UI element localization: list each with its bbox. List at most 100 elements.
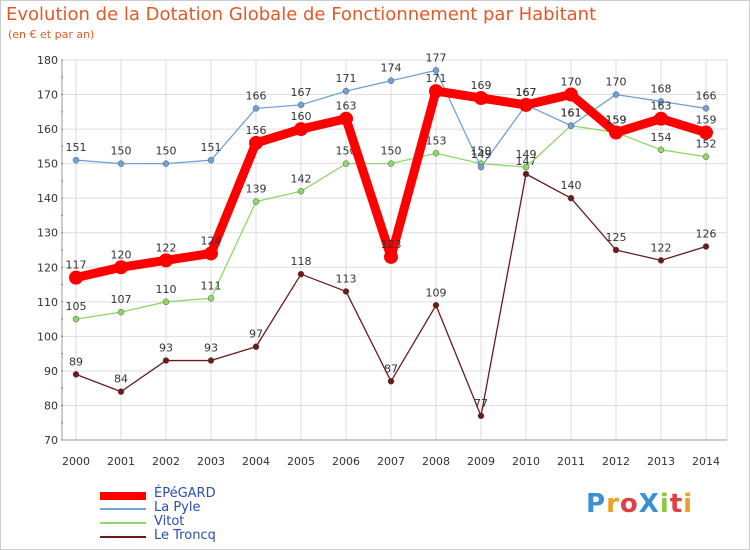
data-point--p-gard <box>609 125 623 140</box>
x-tick-label: 2011 <box>557 455 585 468</box>
data-point-vitot <box>252 198 260 205</box>
data-point-le-troncq <box>612 246 620 254</box>
data-label--p-gard: 171 <box>426 72 447 85</box>
data-label-le-troncq: 97 <box>249 328 263 341</box>
data-label-la-pyle: 177 <box>426 51 447 64</box>
data-label-vitot: 152 <box>696 138 717 151</box>
data-label--p-gard: 159 <box>696 114 717 127</box>
y-tick-label: 90 <box>44 365 58 378</box>
x-tick-label: 2000 <box>62 455 90 468</box>
data-label--p-gard: 167 <box>516 86 537 99</box>
data-label-vitot: 149 <box>516 148 537 161</box>
logo-letter: P <box>586 489 607 519</box>
data-point-le-troncq <box>432 302 440 309</box>
data-point-vitot <box>207 295 215 302</box>
data-label-le-troncq: 140 <box>561 179 582 192</box>
y-tick-label: 170 <box>37 89 58 102</box>
data-label-le-troncq: 87 <box>384 362 398 375</box>
y-tick-label: 160 <box>37 123 58 136</box>
legend-label-vitot: Vitot <box>154 514 185 529</box>
data-point-la-pyle <box>387 77 395 84</box>
x-tick-label: 2014 <box>692 455 720 468</box>
data-point--p-gard <box>294 122 308 137</box>
data-label-vitot: 110 <box>156 283 177 296</box>
data-point--p-gard <box>474 91 488 105</box>
x-tick-label: 2013 <box>647 455 675 468</box>
data-label-le-troncq: 84 <box>114 373 128 386</box>
x-tick-label: 2001 <box>107 455 135 468</box>
data-point-le-troncq <box>342 288 350 295</box>
data-point-le-troncq <box>72 371 80 378</box>
data-label-la-pyle: 151 <box>201 141 222 154</box>
data-label--p-gard: 117 <box>66 259 87 272</box>
legend-swatch-la-pyle <box>100 508 146 510</box>
logo-letter: o <box>619 489 639 519</box>
data-point--p-gard <box>429 84 443 99</box>
data-label-la-pyle: 151 <box>66 141 87 154</box>
data-point-la-pyle <box>477 163 485 171</box>
data-point-le-troncq <box>522 170 530 178</box>
data-label-la-pyle: 174 <box>381 62 402 75</box>
data-point--p-gard <box>69 270 83 285</box>
data-point--p-gard <box>114 260 128 275</box>
data-point-vitot <box>432 150 440 157</box>
data-point-vitot <box>522 163 530 171</box>
logo-letter: X <box>638 489 660 519</box>
x-tick-label: 2002 <box>152 455 180 468</box>
y-tick-label: 80 <box>44 399 58 412</box>
x-tick-label: 2008 <box>422 455 450 468</box>
y-tick-label: 130 <box>37 227 58 240</box>
data-point-la-pyle <box>252 105 260 112</box>
x-tick-label: 2009 <box>467 455 495 468</box>
data-label--p-gard: 156 <box>246 124 267 137</box>
data-point-la-pyle <box>297 101 305 109</box>
data-label-la-pyle: 166 <box>696 89 717 102</box>
data-point--p-gard <box>204 246 218 261</box>
data-point-la-pyle <box>702 105 710 112</box>
data-point-le-troncq <box>252 343 260 350</box>
data-point--p-gard <box>519 97 533 112</box>
data-point--p-gard <box>159 253 173 268</box>
data-label-la-pyle: 161 <box>561 107 582 120</box>
data-point-le-troncq <box>207 357 215 364</box>
data-point-la-pyle <box>342 87 350 95</box>
data-point-vitot <box>702 153 710 160</box>
data-point--p-gard <box>564 87 578 102</box>
logo-letter: i <box>659 489 670 519</box>
data-point-le-troncq <box>162 357 170 364</box>
data-label--p-gard: 159 <box>606 114 627 127</box>
data-label-vitot: 153 <box>426 134 447 147</box>
data-point-la-pyle <box>207 156 215 164</box>
data-point-vitot <box>117 308 125 316</box>
data-point-le-troncq <box>657 257 665 264</box>
data-label--p-gard: 160 <box>291 110 312 123</box>
data-point-le-troncq <box>117 388 125 395</box>
data-label-vitot: 105 <box>66 300 87 313</box>
data-point--p-gard <box>384 249 398 264</box>
data-point-le-troncq <box>702 243 710 250</box>
data-label-le-troncq: 93 <box>159 342 173 355</box>
chart-title: Evolution de la Dotation Globale de Fonc… <box>6 4 597 25</box>
logo-letter: i <box>683 489 694 519</box>
legend-swatch-vitot <box>100 522 146 524</box>
data-label--p-gard: 120 <box>111 248 132 261</box>
data-label-la-pyle: 168 <box>651 82 672 95</box>
data-label-le-troncq: 118 <box>291 255 312 268</box>
data-label-vitot: 161 <box>561 107 582 120</box>
proxiti-logo: ProXiti <box>586 489 693 519</box>
logo-letter: t <box>669 489 684 519</box>
data-point-la-pyle <box>117 160 125 167</box>
data-label-la-pyle: 167 <box>291 86 312 99</box>
x-tick-label: 2010 <box>512 455 540 468</box>
data-label--p-gard: 170 <box>561 76 582 89</box>
data-label-la-pyle: 149 <box>471 148 492 161</box>
x-tick-label: 2007 <box>377 455 405 468</box>
legend-swatch-epegard <box>100 492 146 500</box>
y-tick-label: 110 <box>37 296 58 309</box>
data-label-le-troncq: 125 <box>606 231 627 244</box>
y-tick-label: 100 <box>37 330 58 343</box>
data-label--p-gard: 122 <box>156 241 177 254</box>
y-tick-label: 120 <box>37 261 58 274</box>
data-point-le-troncq <box>297 270 305 278</box>
